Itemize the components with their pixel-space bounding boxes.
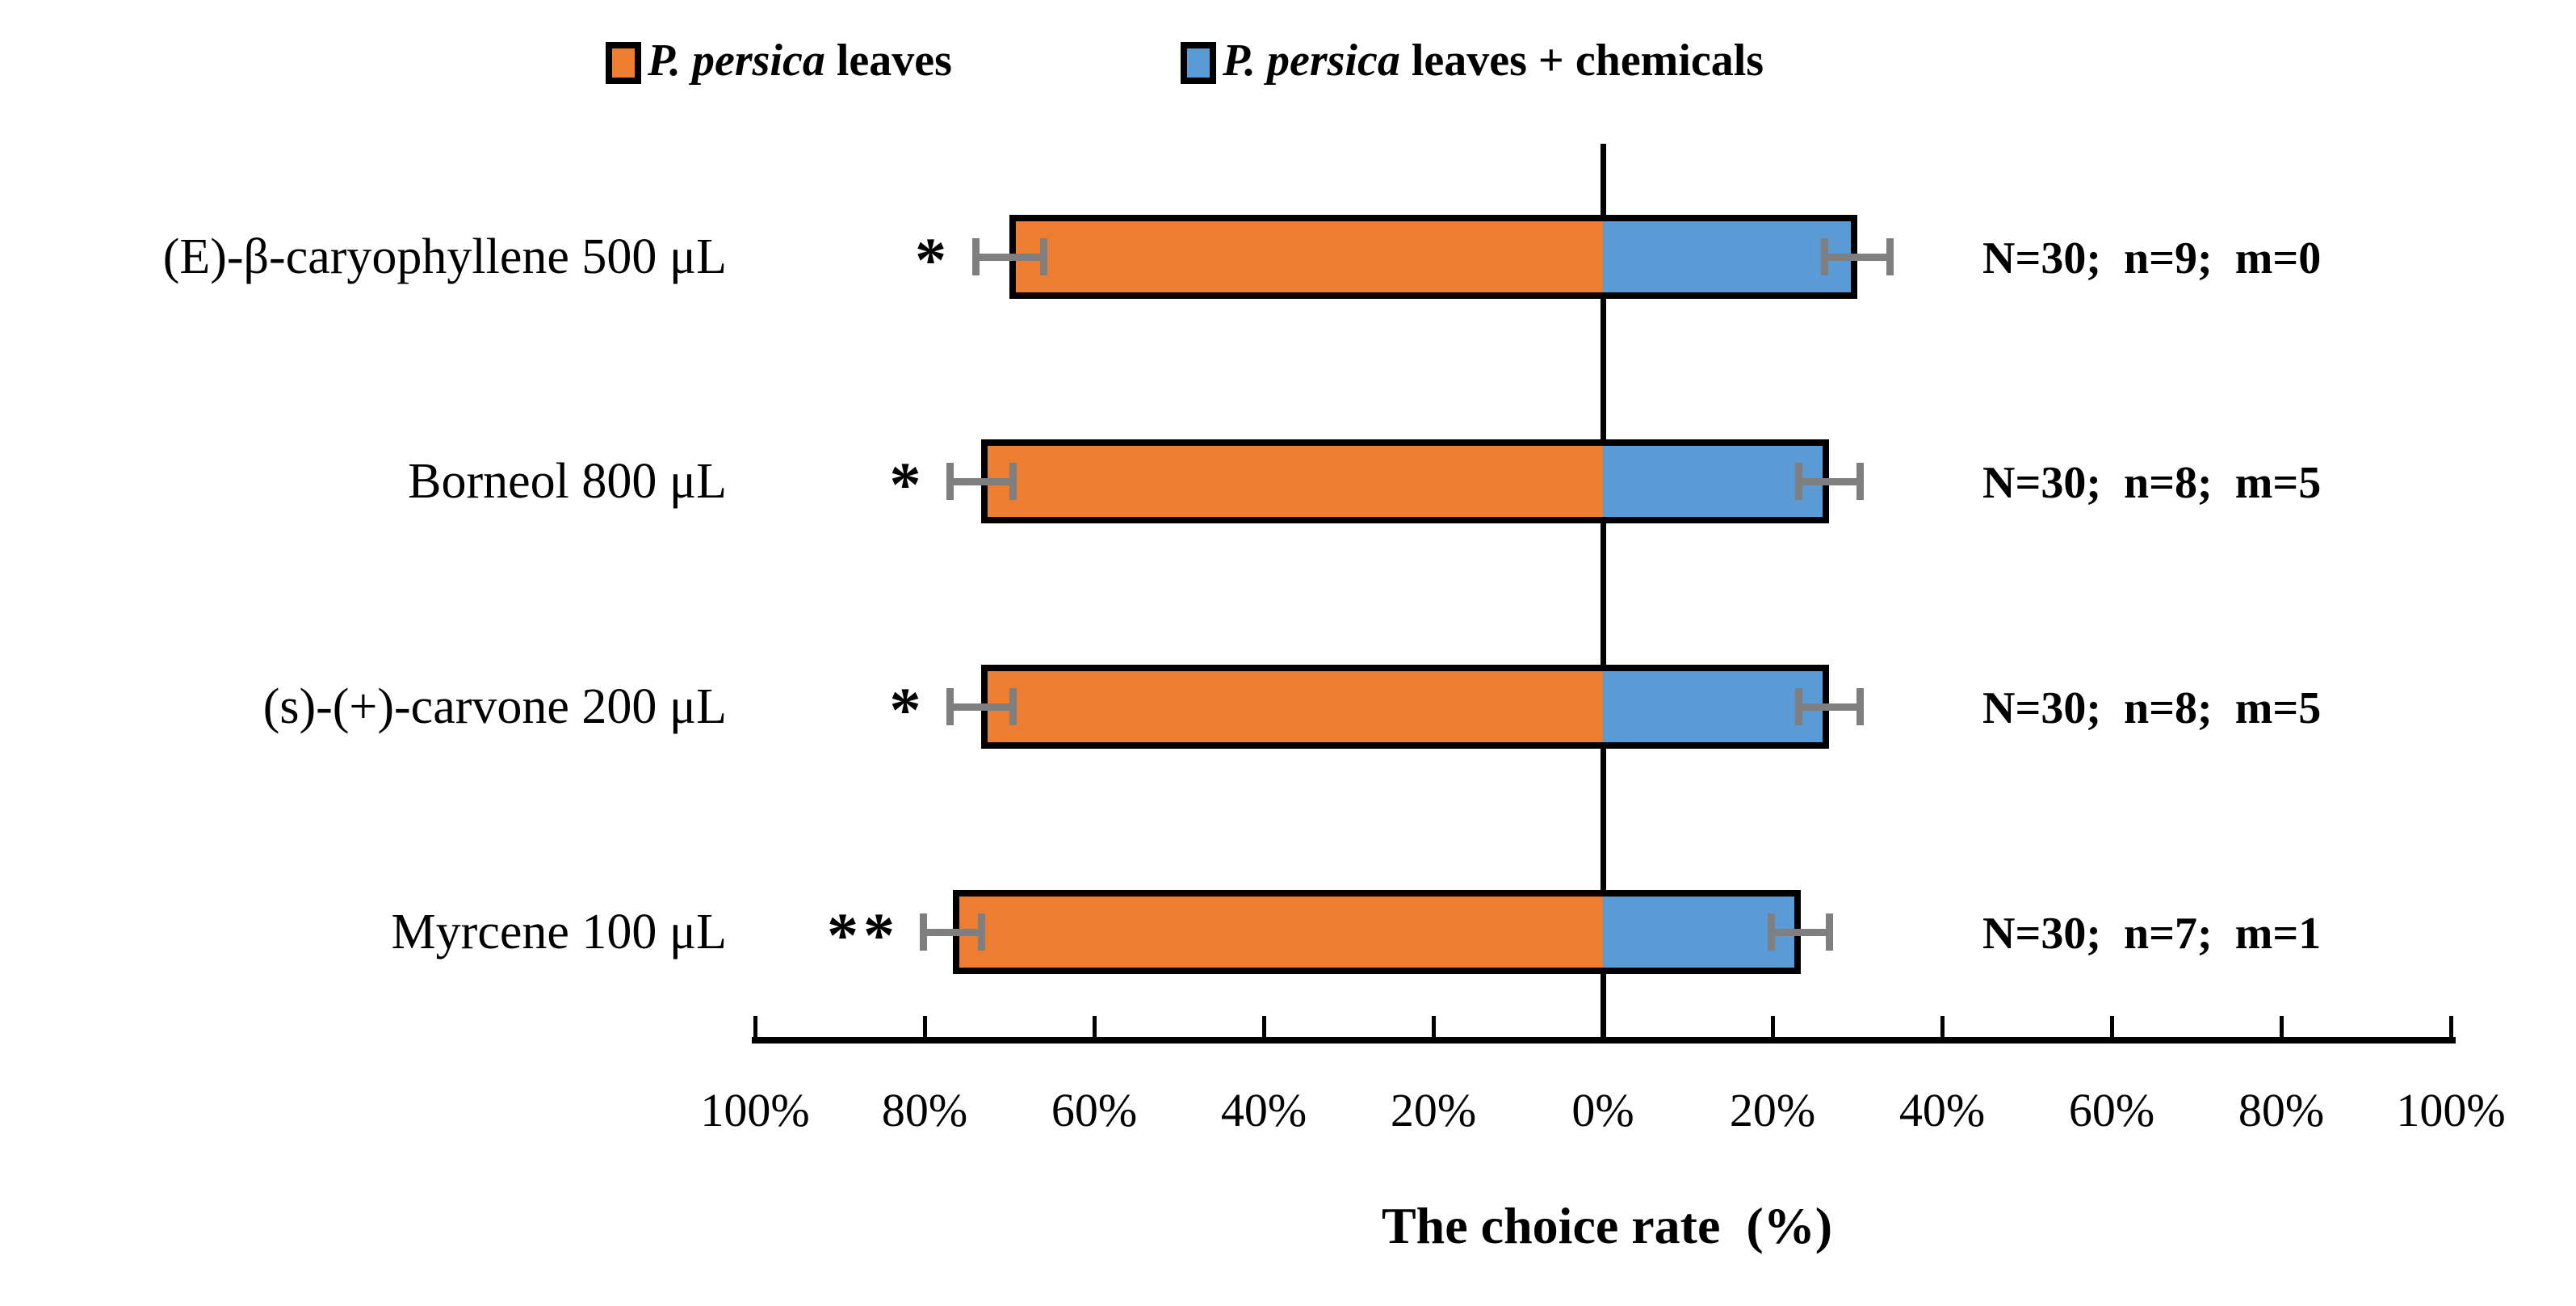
legend-label-italic-1: P. persica	[1223, 36, 1400, 86]
legend-swatch-0	[606, 42, 641, 84]
x-tick-label-7: 40%	[1898, 1084, 1986, 1136]
legend-label-0: P. persica leaves	[648, 32, 952, 89]
error-bar-left-3	[923, 929, 982, 936]
error-cap-left-2-1	[1009, 688, 1017, 725]
x-tick-label-5: 0%	[1571, 1084, 1634, 1136]
x-tick-label-8: 60%	[2068, 1084, 2155, 1136]
error-cap-right-3-1	[1825, 913, 1833, 951]
significance-marker-2: *	[889, 674, 926, 745]
legend-label-rest-1: leaves + chemicals	[1399, 36, 1764, 86]
error-cap-right-1-1	[1856, 463, 1864, 500]
category-label-3: Myrcene 100 μL	[391, 905, 727, 960]
error-cap-left-2-0	[946, 688, 954, 725]
error-cap-left-0-0	[971, 238, 980, 275]
error-cap-right-0-1	[1886, 238, 1894, 275]
error-cap-left-0-1	[1039, 238, 1047, 275]
significance-marker-3: **	[826, 900, 900, 970]
x-tick-label-0: 100%	[700, 1084, 810, 1136]
error-cap-right-2-1	[1856, 688, 1864, 725]
significance-marker-0: *	[915, 225, 951, 295]
error-bar-left-0	[975, 254, 1043, 261]
x-tick-label-2: 60%	[1051, 1084, 1138, 1136]
bar-leaves-1	[981, 439, 1603, 523]
legend-label-italic-0: P. persica	[648, 36, 825, 86]
row-annotation-2: N=30; n=8; m=5	[1982, 683, 2322, 733]
bar-leaves-2	[981, 665, 1603, 749]
x-tick-0	[753, 1016, 757, 1037]
bar-leaves-0	[1009, 215, 1603, 299]
error-cap-left-3-1	[977, 913, 985, 951]
x-tick-label-3: 40%	[1220, 1084, 1307, 1136]
error-cap-right-2-0	[1795, 688, 1803, 725]
x-tick-8	[2110, 1016, 2114, 1037]
x-tick-10	[2449, 1016, 2453, 1037]
error-cap-right-3-0	[1768, 913, 1776, 951]
category-label-2: (s)-(+)-carvone 200 μL	[262, 679, 727, 734]
error-cap-left-1-1	[1009, 463, 1017, 500]
x-tick-4	[1432, 1016, 1436, 1037]
error-bar-right-2	[1798, 703, 1861, 711]
bar-leaves-chemicals-1	[1603, 439, 1830, 523]
x-axis-title: The choice rate (%)	[1381, 1197, 1833, 1254]
error-cap-right-0-0	[1820, 238, 1828, 275]
x-tick-3	[1262, 1016, 1266, 1037]
x-tick-label-1: 80%	[881, 1084, 968, 1136]
legend-label-1: P. persica leaves + chemicals	[1223, 32, 1764, 89]
error-bar-right-0	[1824, 254, 1890, 261]
x-axis-line	[752, 1037, 2456, 1044]
legend-swatch-1	[1181, 42, 1216, 84]
x-tick-label-4: 20%	[1390, 1084, 1477, 1136]
error-bar-right-3	[1771, 929, 1830, 936]
category-label-1: Borneol 800 μL	[408, 454, 727, 509]
row-annotation-1: N=30; n=8; m=5	[1982, 458, 2322, 508]
significance-marker-1: *	[889, 449, 926, 519]
x-tick-2	[1093, 1016, 1097, 1037]
legend-label-rest-0: leaves	[824, 36, 952, 86]
bar-leaves-3	[952, 890, 1603, 974]
x-tick-9	[2280, 1016, 2284, 1037]
x-tick-1	[923, 1016, 927, 1037]
x-tick-label-6: 20%	[1729, 1084, 1816, 1136]
error-cap-left-3-0	[920, 913, 928, 951]
error-cap-left-1-0	[946, 463, 954, 500]
zero-baseline	[1601, 144, 1606, 1044]
bar-leaves-chemicals-0	[1603, 215, 1857, 299]
x-tick-label-10: 100%	[2396, 1084, 2506, 1136]
x-tick-6	[1771, 1016, 1775, 1037]
category-label-0: (E)-β-caryophyllene 500 μL	[162, 229, 727, 284]
bar-leaves-chemicals-3	[1603, 890, 1801, 974]
error-bar-left-1	[950, 478, 1013, 485]
x-tick-5	[1601, 1016, 1605, 1037]
error-bar-right-1	[1798, 478, 1861, 485]
x-tick-7	[1940, 1016, 1945, 1037]
row-annotation-0: N=30; n=9; m=0	[1982, 233, 2322, 283]
error-bar-left-2	[950, 703, 1013, 711]
row-annotation-3: N=30; n=7; m=1	[1982, 909, 2322, 959]
error-cap-right-1-0	[1795, 463, 1803, 500]
x-tick-label-9: 80%	[2238, 1084, 2325, 1136]
